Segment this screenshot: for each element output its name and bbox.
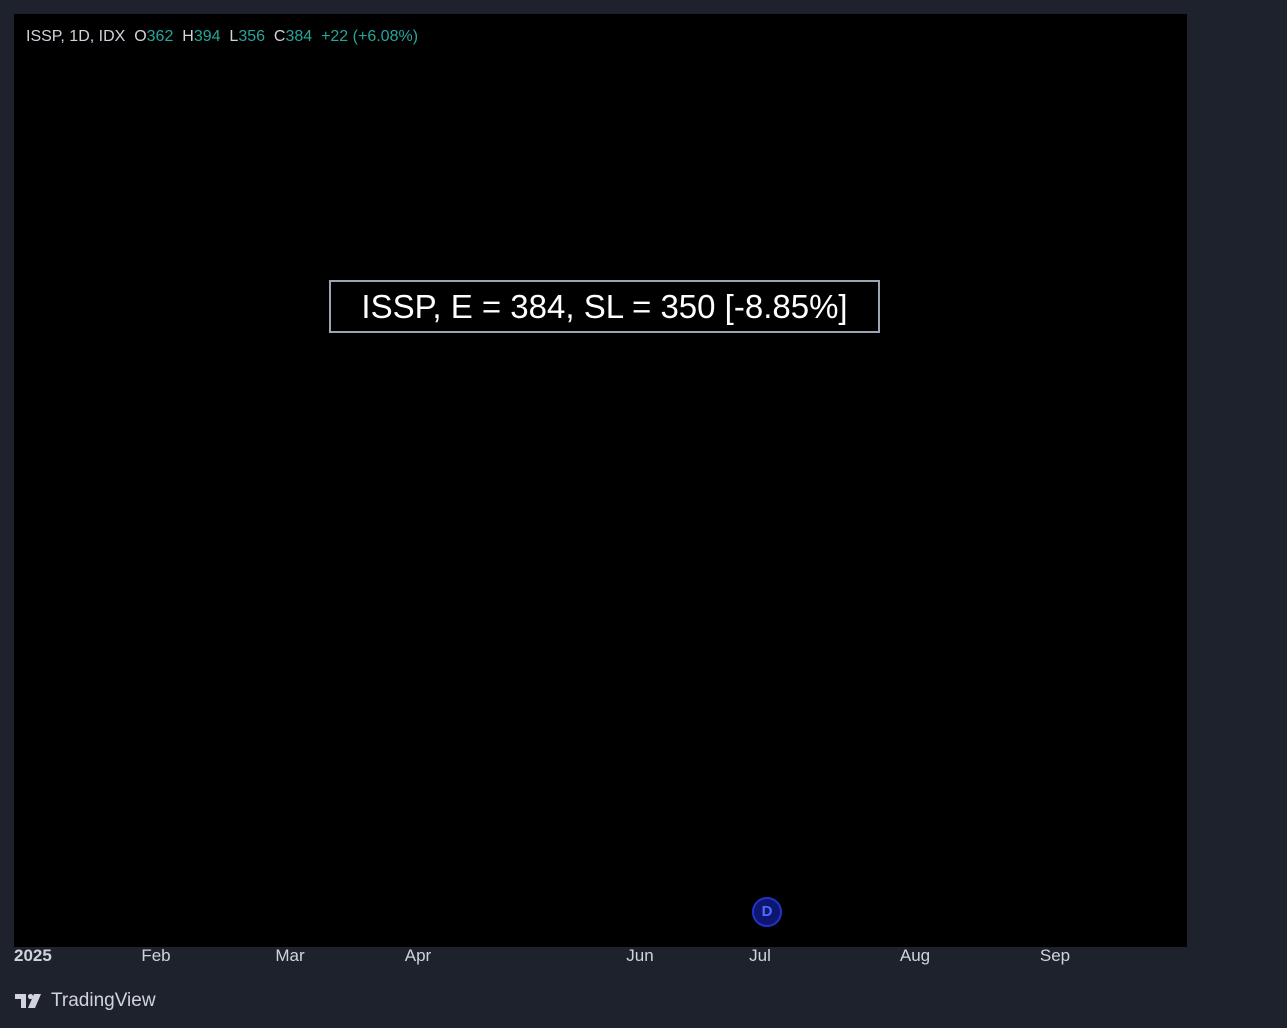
close-label: C: [273, 28, 286, 45]
x-tick-label: Mar: [275, 946, 305, 965]
x-axis[interactable]: 2025 Feb Mar Apr Jun Jul Aug Sep: [14, 946, 1070, 965]
low-value: 356: [238, 28, 266, 45]
open-label: O: [134, 28, 147, 45]
open-value: 362: [146, 28, 174, 45]
plot-area[interactable]: [14, 14, 1187, 947]
dividend-event-marker[interactable]: D: [752, 897, 782, 927]
x-tick-label: Jul: [749, 946, 771, 965]
high-value: 394: [193, 28, 221, 45]
x-tick-label: Jun: [626, 946, 653, 965]
change-value: +22 (+6.08%): [321, 28, 419, 45]
x-tick-label: Apr: [405, 946, 432, 965]
brand[interactable]: TradingView: [15, 990, 156, 1012]
x-tick-label: Sep: [1040, 946, 1070, 965]
symbol-legend: ISSP, 1D, IDX O362 H394 L356 C384 +22 (+…: [26, 28, 418, 46]
x-tick-label: 2025: [14, 946, 52, 965]
x-tick-label: Feb: [141, 946, 170, 965]
x-tick-label: Aug: [900, 946, 930, 965]
low-label: L: [229, 28, 239, 45]
tradingview-logo-icon: [15, 993, 41, 1008]
trade-annotation[interactable]: ISSP, E = 384, SL = 350 [-8.85%]: [329, 280, 880, 333]
close-value: 384: [285, 28, 313, 45]
brand-name: TradingView: [51, 990, 156, 1011]
high-label: H: [182, 28, 194, 45]
symbol-info[interactable]: ISSP, 1D, IDX: [26, 28, 126, 45]
